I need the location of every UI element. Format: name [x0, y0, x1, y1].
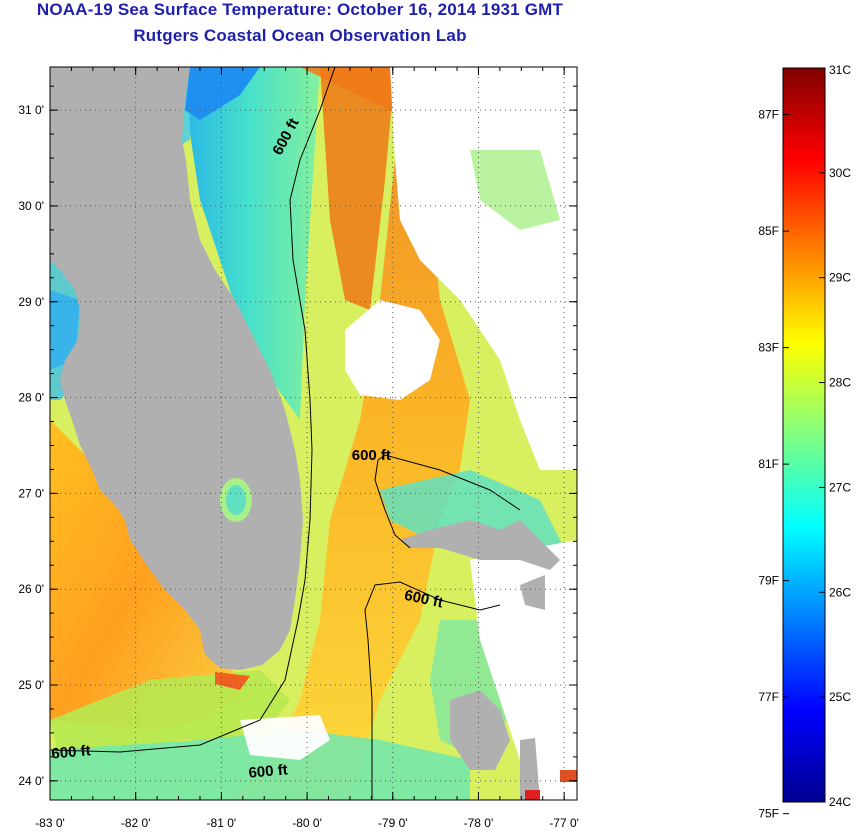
map-grid — [50, 67, 577, 800]
celsius-tick-label: 28C — [829, 376, 851, 390]
latitude-axis: 24 0' 25 0' 26 0' 27 0' 28 0' 29 0' 30 0' 31 0' — [18, 85, 577, 788]
celsius-tick-label: 27C — [829, 480, 851, 494]
celsius-tick-label: 24C — [829, 795, 851, 809]
fahrenheit-tick-label: 81F — [758, 457, 779, 471]
contour-600ft-bahama-north — [374, 454, 521, 549]
bahamas-land-south — [520, 738, 540, 800]
contour-label: 600 ft — [352, 447, 391, 464]
y-tick-label: 24 0' — [18, 774, 44, 788]
lake-okeechobee-center — [226, 485, 246, 515]
x-tick-label: -81 0' — [207, 816, 237, 830]
x-tick-label: -77 0' — [549, 816, 579, 830]
map-frame — [49, 66, 578, 801]
gulf-stream — [230, 67, 470, 800]
gulf-of-mexico — [50, 420, 240, 730]
ne-blue-patch — [185, 67, 260, 120]
cloud-keys — [240, 715, 330, 760]
warm-core — [320, 67, 395, 310]
fahrenheit-tick-label: 83F — [758, 341, 779, 355]
longitude-axis: -83 0' -82 0' -81 0' -80 0' -79 0' -78 0' -77 … — [35, 67, 579, 830]
fahrenheit-tick-label: 77F — [758, 690, 779, 704]
map-title: NOAA-19 Sea Surface Temperature: October… — [36, 0, 564, 19]
keys-warm-patch — [215, 672, 250, 690]
fahrenheit-tick-label: 75F — [758, 807, 779, 821]
colorbar-celsius-ticks: 31C 30C 29C 28C 27C 26C 25C 24C — [819, 63, 851, 809]
y-tick-label: 31 0' — [18, 103, 44, 117]
celsius-tick-label: 26C — [829, 585, 851, 599]
cloud-south-east — [470, 540, 577, 800]
celsius-tick-label: 25C — [829, 690, 851, 704]
green-patch-east — [470, 150, 560, 230]
celsius-tick-label: 31C — [829, 63, 851, 77]
y-tick-label: 25 0' — [18, 678, 44, 692]
y-tick-label: 28 0' — [18, 391, 44, 405]
y-tick-label: 29 0' — [18, 295, 44, 309]
fahrenheit-tick-label: 79F — [758, 574, 779, 588]
y-tick-label: 26 0' — [18, 582, 44, 596]
y-tick-label: 27 0' — [18, 486, 44, 500]
shelf-water — [180, 67, 320, 420]
x-tick-label: -80 0' — [292, 816, 322, 830]
grand-bahama-land — [400, 520, 560, 570]
straits-water — [50, 730, 470, 800]
fahrenheit-tick-label: 87F — [758, 108, 779, 122]
fahrenheit-tick-label: 85F — [758, 224, 779, 238]
cloud-mid — [345, 300, 440, 400]
berry-islands-land — [520, 575, 545, 610]
contour-label: 600 ft — [248, 761, 289, 781]
x-tick-label: -78 0' — [464, 816, 494, 830]
x-tick-label: -79 0' — [378, 816, 408, 830]
andros-land — [450, 690, 510, 770]
celsius-tick-label: 30C — [829, 166, 851, 180]
contour-600ft-west — [50, 67, 336, 753]
map-subtitle: Rutgers Coastal Ocean Observation Lab — [133, 26, 467, 45]
colorbar-gradient — [782, 67, 826, 803]
contour-600ft-bahama-south — [364, 581, 501, 800]
colorbar-fahrenheit-ticks: 87F 85F 83F 81F 79F 77F 75F — [758, 108, 789, 821]
contour-label: 600 ft — [51, 742, 92, 762]
x-tick-label: -83 0' — [35, 816, 65, 830]
celsius-tick-label: 29C — [829, 271, 851, 285]
y-tick-label: 30 0' — [18, 199, 44, 213]
south-hot-patch — [525, 790, 540, 800]
x-tick-label: -82 0' — [121, 816, 151, 830]
